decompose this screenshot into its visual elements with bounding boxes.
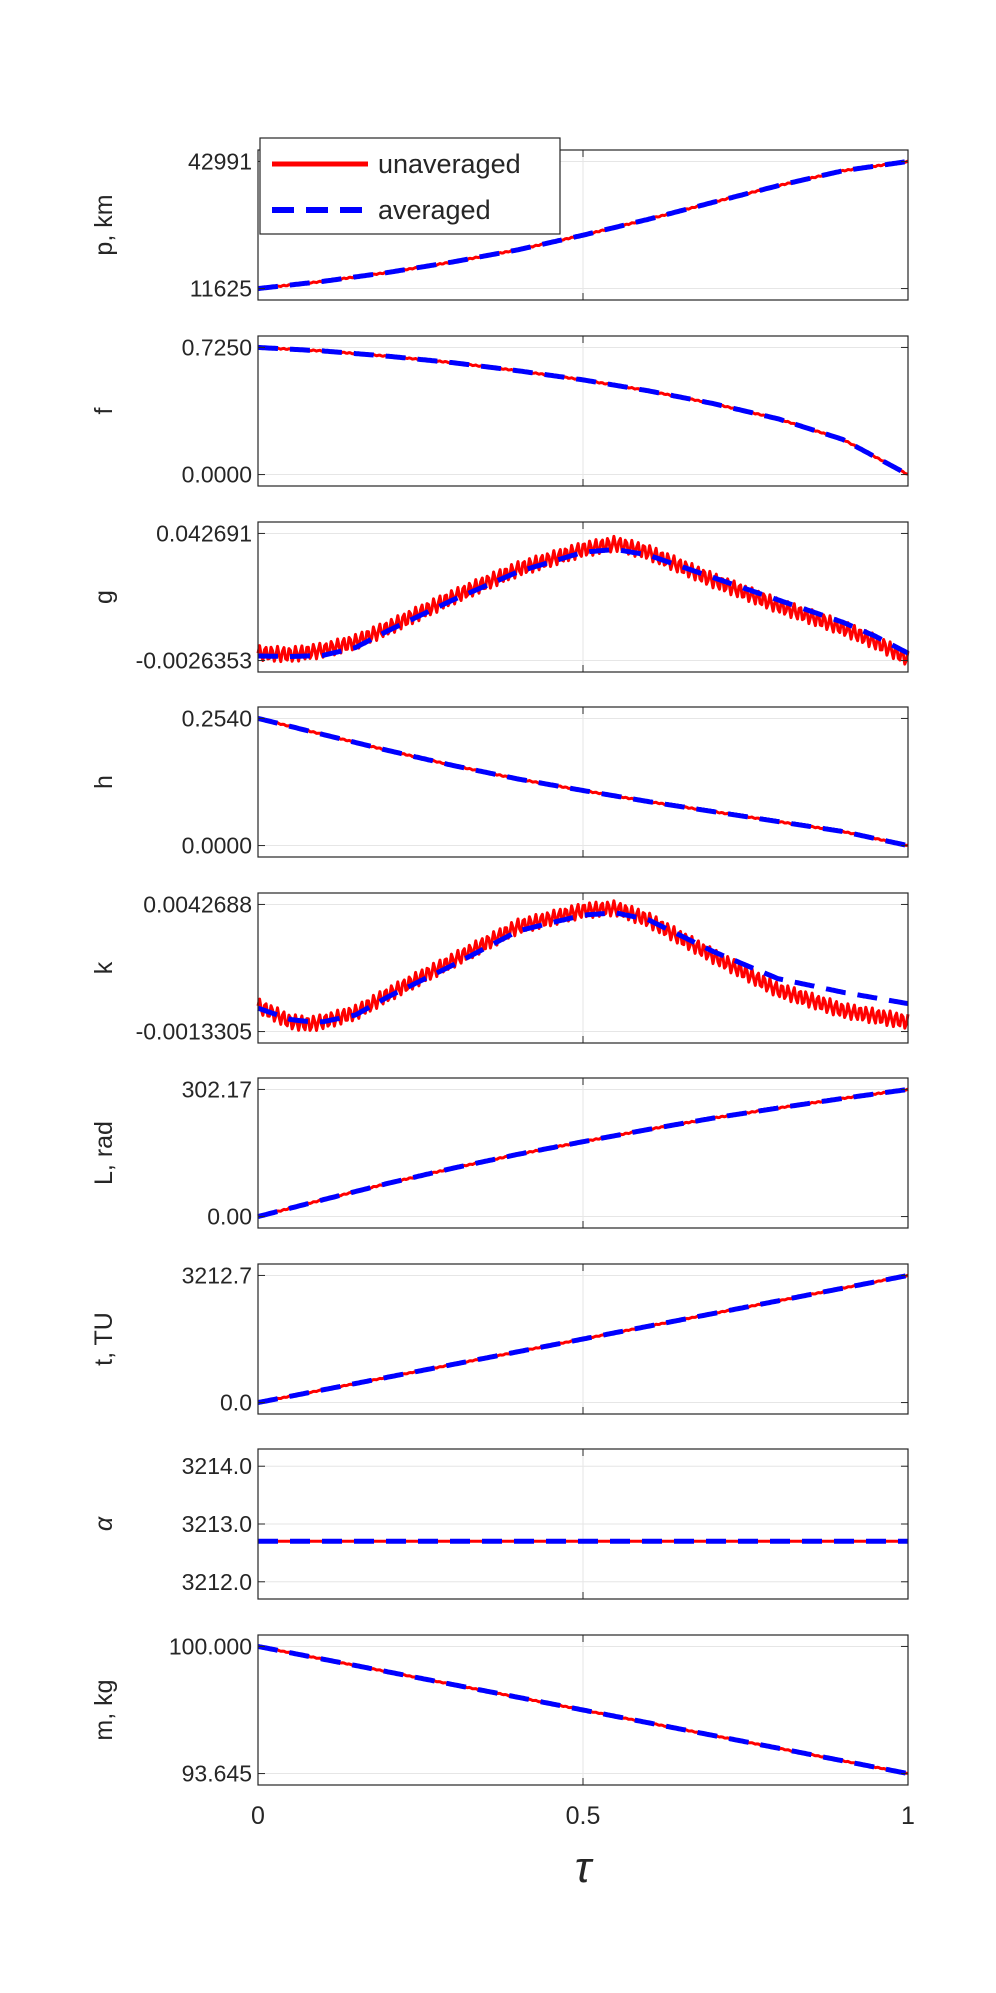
y-tick-label: 0.2540 <box>182 705 252 731</box>
y-axis-label: p, km <box>90 194 118 255</box>
y-tick-label: -0.0013305 <box>136 1019 252 1045</box>
series-averaged <box>257 158 909 292</box>
x-tick-label: 0 <box>251 1802 265 1830</box>
y-axis-label: m, kg <box>90 1679 118 1740</box>
y-axis-label: f <box>90 407 118 414</box>
series-averaged <box>257 1086 909 1219</box>
y-tick-label: -0.0026353 <box>136 648 252 674</box>
y-tick-label: 3212.7 <box>182 1262 252 1288</box>
y-tick-label: 42991 <box>188 148 252 174</box>
subplot-9: 93.645 100.000 m, kg <box>90 1633 909 1787</box>
y-axis-label: t, TU <box>90 1312 118 1366</box>
y-tick-label: 11625 <box>190 276 252 302</box>
legend-label-unaveraged: unaveraged <box>378 149 521 179</box>
y-axis-label: g <box>90 590 118 604</box>
y-tick-label: 3214.0 <box>182 1453 252 1479</box>
y-tick-label: 0.7250 <box>182 334 252 360</box>
subplot-4: 0.0000 0.2540 h <box>90 705 909 859</box>
y-tick-label: 0.00 <box>207 1204 252 1230</box>
y-tick-label: 0.042691 <box>156 520 252 546</box>
y-tick-label: 100.000 <box>169 1633 252 1659</box>
subplot-5: -0.0013305 0.0042688 k <box>90 891 910 1045</box>
subplot-8: 3212.0 3213.0 3214.0 α <box>90 1448 909 1600</box>
x-tick-label: 0.5 <box>566 1802 601 1830</box>
x-axis: 0 0.5 1 τ <box>251 1802 915 1892</box>
y-tick-label: 0.0 <box>220 1390 252 1416</box>
y-tick-label: 302.17 <box>182 1076 252 1102</box>
x-tick-label: 1 <box>901 1802 915 1830</box>
legend: unaveraged averaged <box>259 137 561 235</box>
y-axis-label: α <box>90 1516 118 1531</box>
series-averaged <box>257 546 910 659</box>
y-tick-label: 3213.0 <box>182 1511 252 1537</box>
legend-box <box>259 137 561 235</box>
y-axis-label: L, rad <box>90 1121 118 1185</box>
series-averaged <box>257 715 909 849</box>
y-tick-label: 93.645 <box>182 1761 252 1787</box>
x-axis-label: τ <box>575 1843 594 1892</box>
subplot-3: -0.0026353 0.042691 g <box>90 520 910 674</box>
y-tick-label: 0.0000 <box>182 833 252 859</box>
y-tick-label: 0.0042688 <box>143 891 252 917</box>
series-averaged <box>257 910 909 1025</box>
series-averaged <box>257 344 910 477</box>
series-averaged <box>257 1643 909 1777</box>
y-axis-label: k <box>90 961 118 974</box>
subplots: 11625 42991 p, km 0.0000 0.7250 f -0.0026353 0.… <box>90 148 910 1787</box>
series-averaged <box>257 1272 909 1406</box>
subplot-2: 0.0000 0.7250 f <box>90 334 910 488</box>
y-axis-label: h <box>90 775 118 789</box>
y-tick-label: 3212.0 <box>182 1569 252 1595</box>
series-unaveraged <box>256 534 910 666</box>
y-tick-label: 0.0000 <box>182 462 252 488</box>
legend-label-averaged: averaged <box>378 195 491 225</box>
series-unaveraged <box>256 899 910 1032</box>
subplot-6: 0.00 302.17 L, rad <box>90 1076 909 1230</box>
subplot-7: 0.0 3212.7 t, TU <box>90 1262 909 1416</box>
